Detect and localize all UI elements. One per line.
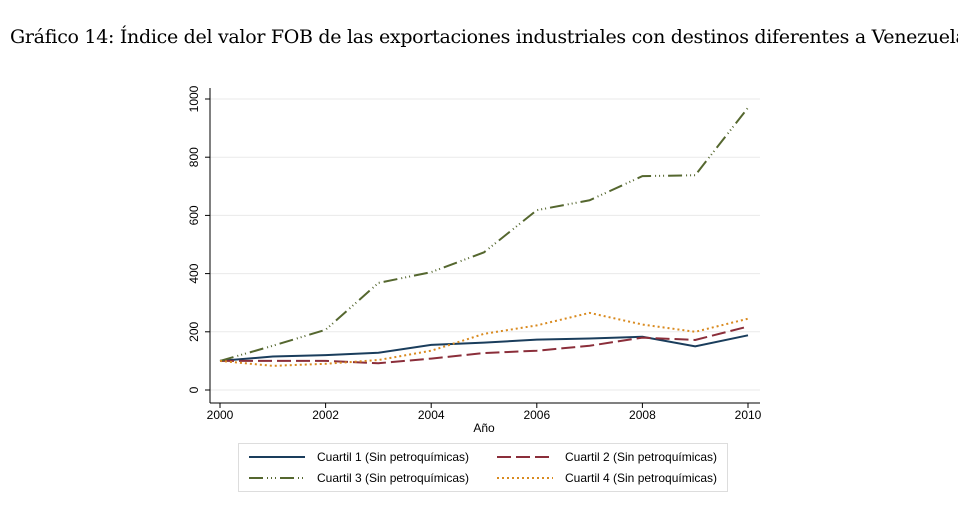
legend: Cuartil 1 (Sin petroquímicas) Cuartil 2 (…: [238, 443, 728, 492]
y-tick-label: 400: [187, 263, 201, 283]
legend-item: Cuartil 4 (Sin petroquímicas): [497, 471, 717, 485]
legend-swatch: [497, 456, 553, 458]
x-tick-label: 2006: [523, 408, 550, 422]
chart-title: Gráfico 14: Índice del valor FOB de las …: [10, 26, 958, 48]
legend-item: Cuartil 1 (Sin petroquímicas): [249, 450, 469, 464]
x-tick-label: 2004: [418, 408, 445, 422]
series-line-1: [219, 334, 749, 362]
x-axis-label: Año: [473, 421, 495, 435]
series-line-3: [219, 107, 749, 362]
legend-label: Cuartil 4 (Sin petroquímicas): [565, 471, 718, 485]
x-tick-label: 2000: [207, 408, 234, 422]
series-line-2: [220, 325, 749, 365]
legend-label: Cuartil 1 (Sin petroquímicas): [317, 450, 470, 464]
legend-swatch: [249, 456, 305, 458]
x-tick-label: 2008: [629, 408, 656, 422]
y-tick-label: 1000: [187, 85, 201, 112]
y-tick-label: 200: [187, 321, 201, 341]
y-tick-label: 600: [187, 205, 201, 225]
y-tick-label: 800: [187, 147, 201, 167]
legend-label: Cuartil 2 (Sin petroquímicas): [565, 450, 718, 464]
legend-item: Cuartil 2 (Sin petroquímicas): [497, 450, 717, 464]
legend-item: Cuartil 3 (Sin petroquímicas): [249, 471, 469, 485]
line-chart: 0 200 400 600 800 1000 2000 2002 2004 2006 2008 201…: [187, 85, 762, 435]
legend-label: Cuartil 3 (Sin petroquímicas): [317, 471, 470, 485]
legend-swatch: [249, 477, 305, 479]
x-tick-label: 2010: [735, 408, 762, 422]
y-tick-label: 0: [187, 386, 201, 393]
legend-swatch: [497, 477, 553, 479]
x-tick-label: 2002: [312, 408, 339, 422]
